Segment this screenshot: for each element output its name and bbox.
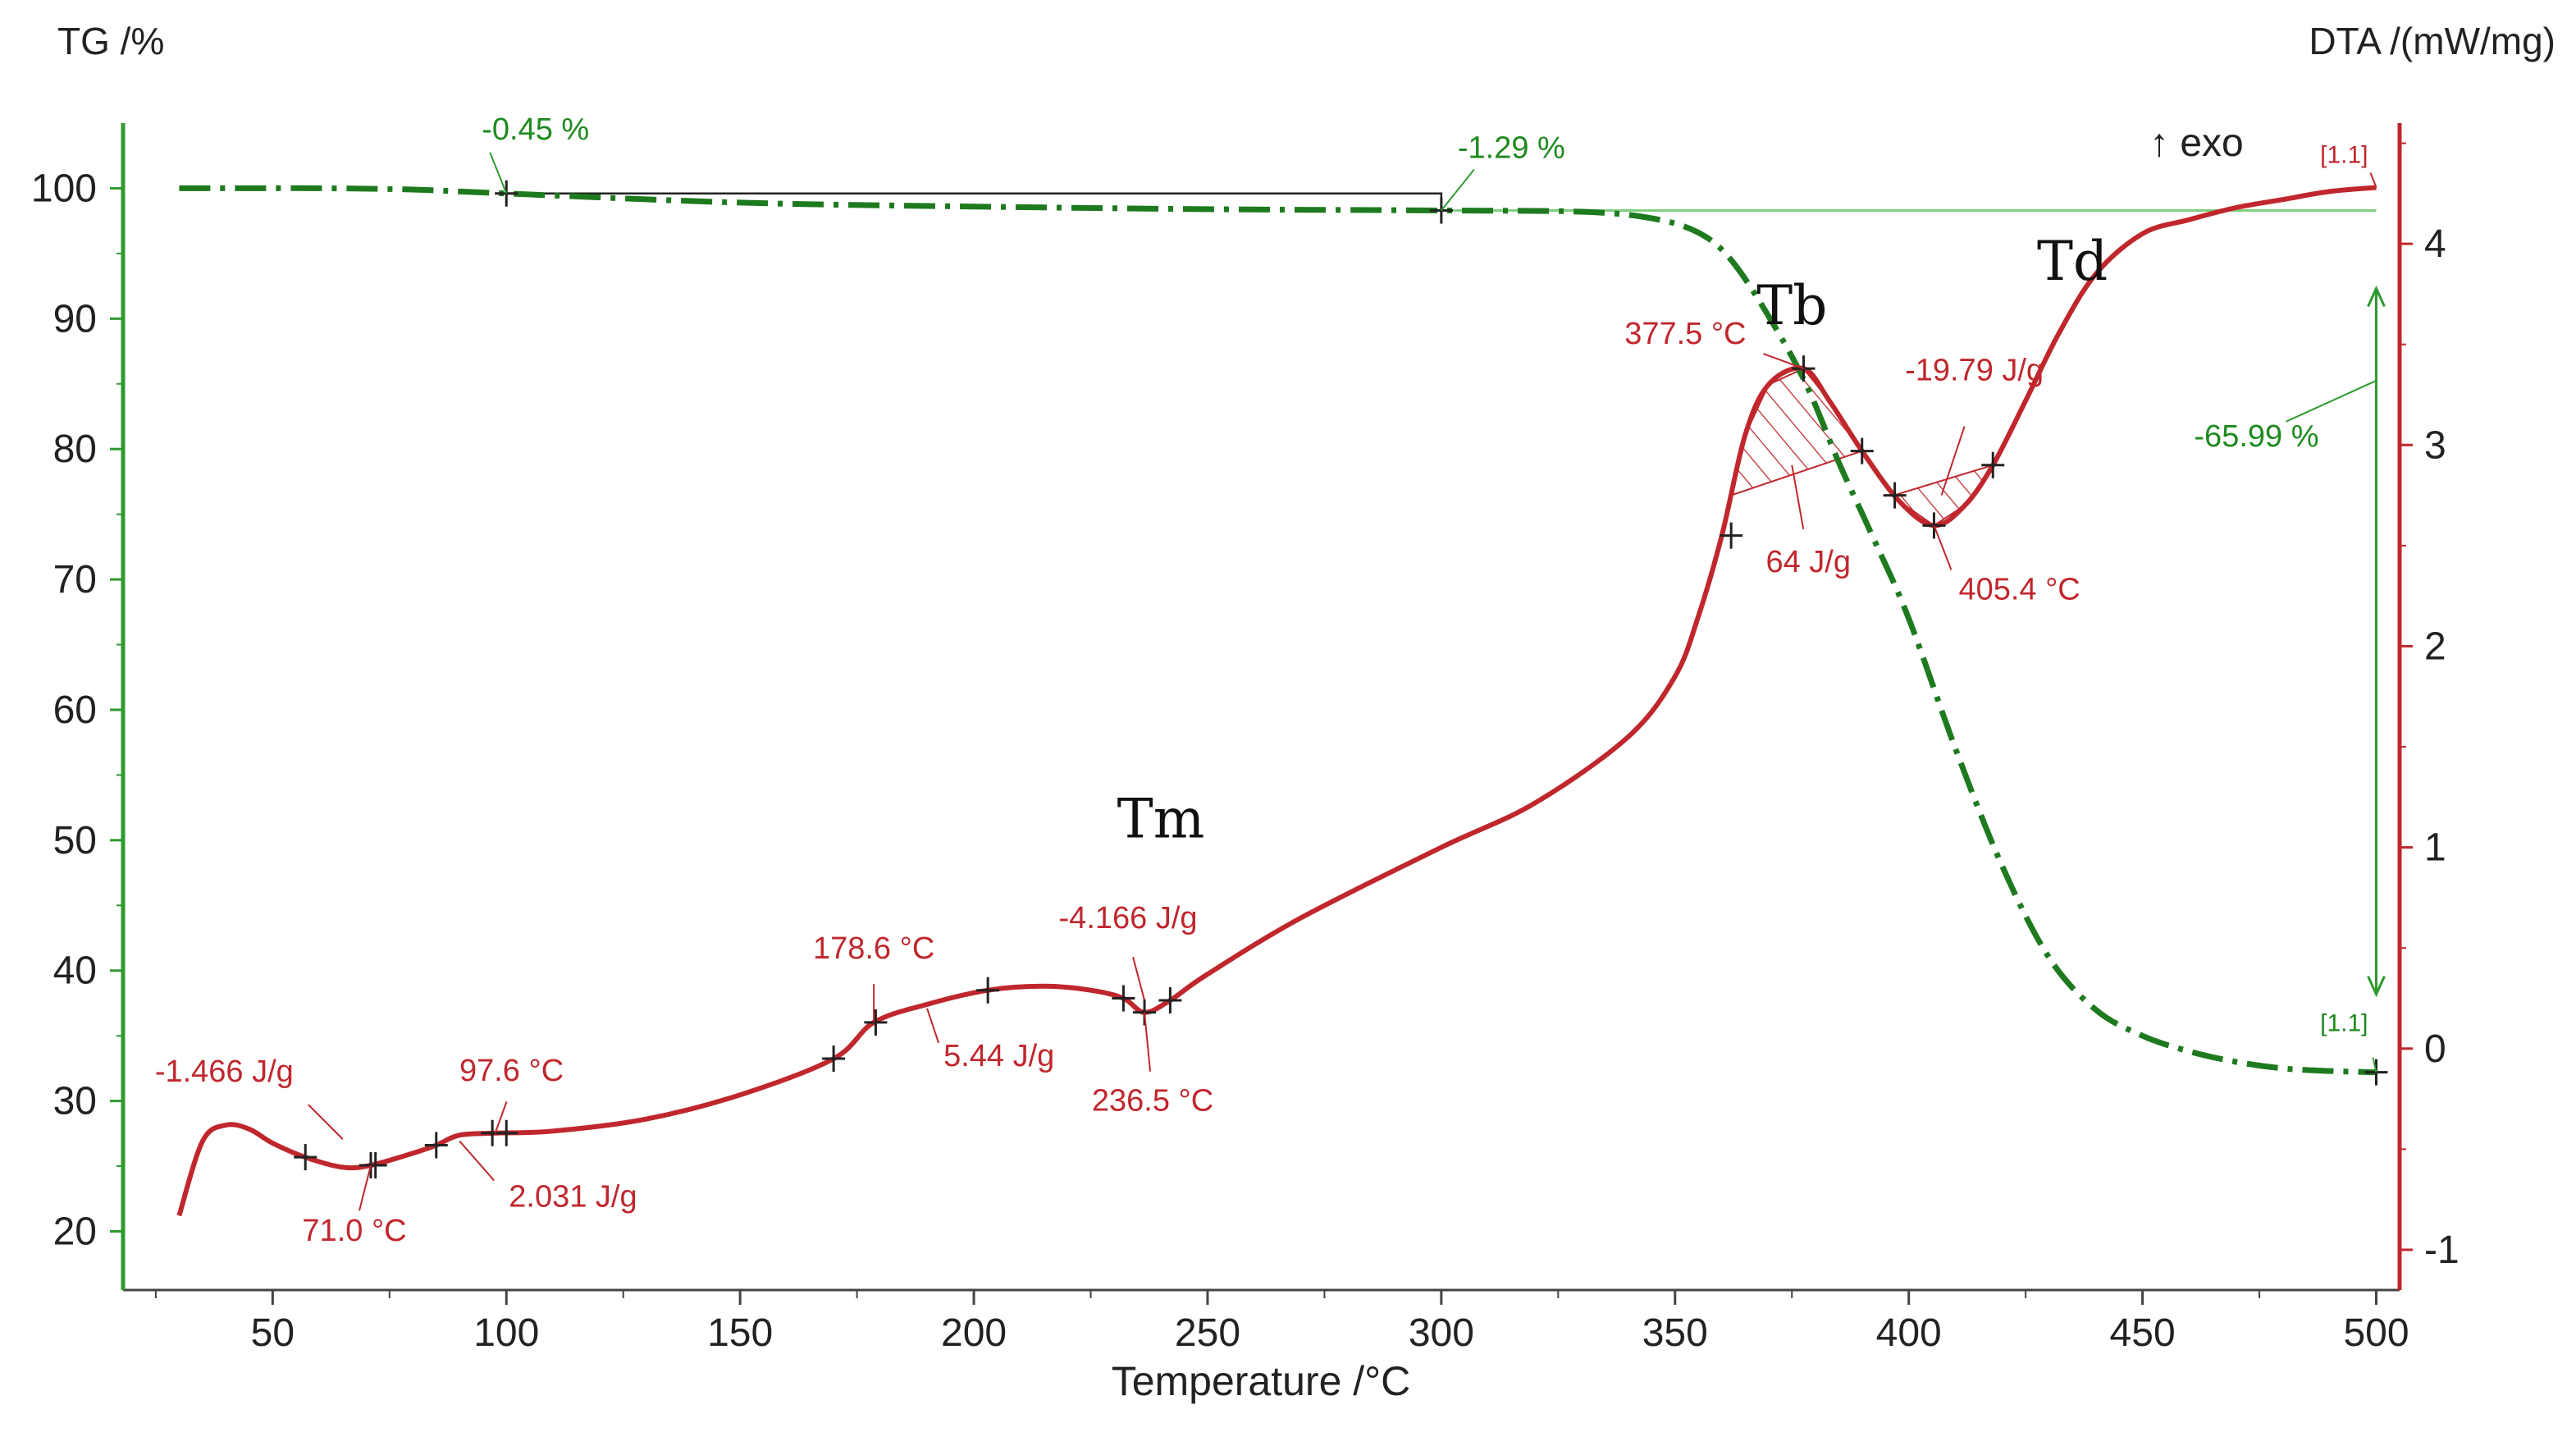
x-tick-label: 100 <box>473 1311 539 1355</box>
y-left-tick-label: 60 <box>53 689 97 732</box>
dta-annotation-leader <box>1144 1012 1152 1072</box>
dta-annotation-label: -1.466 J/g <box>155 1055 294 1089</box>
x-axis-title: Temperature /°C <box>1112 1358 1411 1404</box>
tg-annotation-label: -1.29 % <box>1458 130 1565 165</box>
y-left-title: TG /% <box>57 20 164 62</box>
dta-markers <box>294 180 2388 1178</box>
tg-mass-loss-arrow <box>2367 285 2386 998</box>
y-right-tick-label: 4 <box>2424 222 2446 266</box>
y-left-tick-label: 40 <box>53 949 97 993</box>
y-right-tick-label: -1 <box>2424 1228 2460 1272</box>
tg-annotation-leader <box>1441 168 1475 212</box>
tg-marker <box>2364 1059 2388 1086</box>
peak-label: Td <box>2037 230 2108 293</box>
y-right-tick-label: 2 <box>2424 624 2446 668</box>
dta-annotation-label: 178.6 °C <box>813 931 934 966</box>
annotations: -0.45 % -1.29 % -65.99 % [1.1] -1.466 J/g 71.… <box>155 112 2377 1248</box>
tg-annotation-leader <box>2372 1057 2377 1073</box>
dta-annotation-label: 71.0 °C <box>302 1214 406 1248</box>
dta-marker <box>1720 522 1743 549</box>
dta-annotation-leader <box>1132 956 1146 1001</box>
peak-labels: Tm Tb Td <box>1117 230 2108 850</box>
dta-annotation-leader <box>494 1101 508 1134</box>
x-tick-label: 250 <box>1175 1311 1240 1355</box>
y-right-title: DTA /(mW/mg) <box>2309 20 2555 62</box>
y-left-tick-label: 50 <box>53 819 97 862</box>
dta-marker <box>822 1045 846 1073</box>
tg-annotation-label: -65.99 % <box>2194 419 2318 454</box>
dta-annotation-leader <box>1940 426 1966 496</box>
x-tick-label: 450 <box>2110 1311 2176 1355</box>
dta-marker <box>1922 512 1946 539</box>
dta-annotation-label: 405.4 °C <box>1958 572 2080 606</box>
y-left-axis-ticks: 20 30 40 50 60 70 80 90 100 <box>31 167 123 1254</box>
dta-annotation-leader <box>1933 524 1953 570</box>
dta-marker <box>864 1009 888 1036</box>
dta-marker <box>1112 985 1135 1012</box>
dta-annotation-leader <box>359 1164 372 1211</box>
dta-marker <box>294 1144 317 1171</box>
dta-marker <box>1792 355 1816 382</box>
tg-marker <box>495 180 518 207</box>
x-tick-label: 150 <box>707 1311 773 1355</box>
exo-label: ↑ exo <box>2149 121 2244 165</box>
y-left-tick-label: 80 <box>53 428 97 471</box>
dta-annotation-leader <box>926 1008 940 1044</box>
dta-marker <box>1158 986 1182 1013</box>
dta-marker <box>1981 451 2005 478</box>
x-tick-label: 400 <box>1876 1311 1942 1355</box>
dta-marker <box>1133 999 1157 1026</box>
mass-loss-arrow-head-bottom <box>2367 976 2386 998</box>
dta-marker <box>1850 437 1874 464</box>
dta-marker <box>1883 482 1907 509</box>
mass-loss-arrow-head-top <box>2367 285 2386 308</box>
tg-annotation-leader <box>489 152 508 194</box>
dta-annotation-label: 5.44 J/g <box>943 1039 1054 1073</box>
dta-annotation-label: 97.6 °C <box>459 1054 564 1088</box>
dta-annotation-label: 2.031 J/g <box>509 1180 637 1215</box>
y-left-tick-label: 30 <box>53 1080 97 1123</box>
dta-marker <box>976 977 1000 1004</box>
peak-label: Tb <box>1756 274 1827 337</box>
x-tick-label: 200 <box>941 1311 1007 1355</box>
tg-annotation-label: -0.45 % <box>482 112 589 147</box>
tg-annotation-leader <box>2286 379 2377 423</box>
dta-marker <box>424 1132 448 1159</box>
dta-annotation-label: 377.5 °C <box>1624 317 1746 351</box>
x-tick-label: 350 <box>1642 1311 1708 1355</box>
dta-annotation-label: [1.1] <box>2320 141 2368 168</box>
tg-series-line <box>179 185 2377 1076</box>
y-left-tick-label: 90 <box>53 297 97 341</box>
hatched-region <box>1893 463 1995 526</box>
x-tick-label: 50 <box>251 1311 295 1355</box>
y-right-axis-ticks: -1 0 1 2 3 4 <box>2400 142 2460 1272</box>
dta-annotation-leader <box>308 1104 344 1140</box>
dta-annotation-leader <box>2369 172 2377 188</box>
tg-annotation-label: [1.1] <box>2320 1010 2368 1037</box>
dta-annotation-label: 64 J/g <box>1765 545 1851 579</box>
dta-marker <box>363 1151 387 1178</box>
dta-annotation-leader <box>1763 353 1804 370</box>
dta-annotation-label: -4.166 J/g <box>1059 901 1198 936</box>
y-right-tick-label: 3 <box>2424 423 2446 467</box>
dta-marker <box>495 1119 518 1146</box>
y-left-tick-label: 20 <box>53 1210 97 1254</box>
peak-label: Tm <box>1117 787 1205 850</box>
dta-annotation-label: -19.79 J/g <box>1905 354 2044 388</box>
x-tick-label: 300 <box>1409 1311 1474 1355</box>
y-left-tick-label: 100 <box>31 167 97 210</box>
y-left-tick-label: 70 <box>53 558 97 602</box>
dta-annotation-leader <box>1791 464 1805 529</box>
dta-annotation-leader <box>459 1140 496 1182</box>
y-right-tick-label: 1 <box>2424 826 2446 870</box>
x-tick-label: 500 <box>2343 1311 2409 1355</box>
y-right-tick-label: 0 <box>2424 1027 2446 1071</box>
dta-annotation-label: 236.5 °C <box>1092 1084 1213 1119</box>
x-axis-ticks: 50 100 150 200 250 300 350 400 450 500 <box>154 1290 2409 1355</box>
